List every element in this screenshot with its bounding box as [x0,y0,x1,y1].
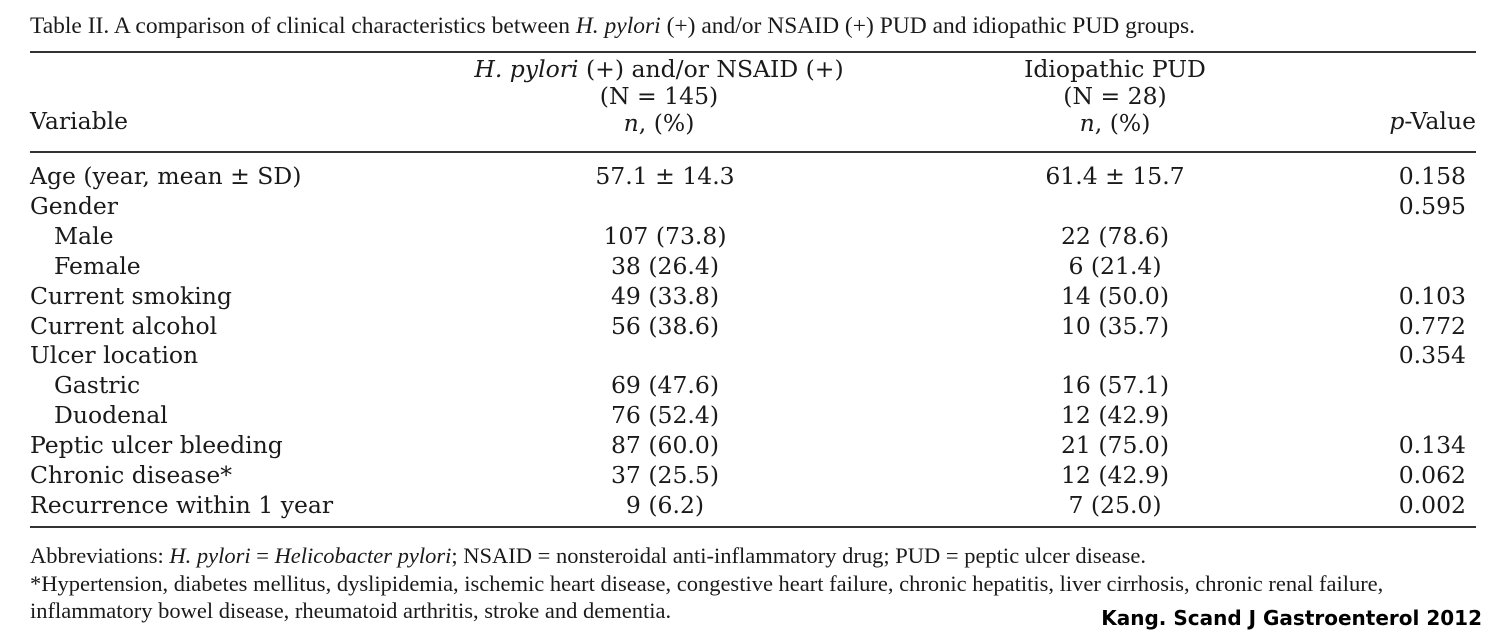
table-row: Peptic ulcer bleeding 87 (60.0) 21 (75.0) 0… [0,430,1504,460]
row-pvalue: 0.158 [1398,162,1466,190]
row-label: Ulcer location [30,341,199,370]
header-group2-unit: , (%) [1094,109,1151,137]
caption-text-end: (+) and/or NSAID (+) PUD and idiopathic … [660,13,1195,39]
table-header-rule [30,151,1476,153]
table-row: Recurrence within 1 year 9 (6.2) 7 (25.0) 0… [0,490,1504,520]
row-group2-value: 22 (78.6) [1060,221,1170,250]
row-pvalue: 0.354 [1398,341,1466,370]
row-group1-value: 107 (73.8) [603,221,727,250]
table-row: Ulcer location 0.354 [0,340,1504,370]
row-group2-value: 6 (21.4) [1068,251,1162,280]
header-pvalue-label: -Value [1404,107,1476,135]
table-row: Chronic disease* 37 (25.5) 12 (42.9) 0.062 [0,460,1504,490]
row-group1-value: 37 (25.5) [610,461,720,489]
row-group1-value: 38 (26.4) [610,251,720,280]
row-group2-value: 12 (42.9) [1060,401,1170,430]
header-group1-n: (N = 145) [599,82,719,110]
table-row: Gender 0.595 [0,191,1504,221]
row-label: Peptic ulcer bleeding [30,431,283,460]
row-label: Gastric [54,371,141,400]
header-group1: H. pylori (+) and/or NSAID (+) (N = 145)… [474,56,843,137]
row-group1-value: 9 (6.2) [625,490,705,519]
row-pvalue: 0.062 [1398,461,1466,489]
table-caption: Table II. A comparison of clinical chara… [30,13,1195,40]
table-row: Duodenal 76 (52.4) 12 (42.9) [0,400,1504,430]
row-label: Male [54,221,114,250]
row-label: Recurrence within 1 year [30,490,334,519]
row-group2-value: 21 (75.0) [1060,431,1170,460]
table-row: Male 107 (73.8) 22 (78.6) [0,221,1504,251]
row-group1-value: 87 (60.0) [610,431,720,460]
row-label: Duodenal [54,401,168,430]
citation: Kang. Scand J Gastroenterol 2012 [1101,606,1482,630]
header-group2: Idiopathic PUD (N = 28) n, (%) [1024,56,1206,137]
header-variable: Variable [30,107,129,135]
table-top-rule [30,51,1476,53]
table-row: Gastric 69 (47.6) 16 (57.1) [0,370,1504,400]
row-label: Female [54,251,141,280]
header-group2-n: (N = 28) [1063,82,1167,110]
abbr-text: Abbreviations: [30,543,170,568]
abbr-text-2: = [250,543,275,568]
header-group2-title: Idiopathic PUD [1024,55,1206,83]
row-group1-value: 69 (47.6) [610,371,720,400]
row-pvalue: 0.772 [1398,311,1466,340]
row-label: Chronic disease* [30,461,233,489]
row-label: Age (year, mean ± SD) [30,162,302,190]
header-group1-unit: , (%) [638,109,695,137]
row-group2-value: 61.4 ± 15.7 [1045,162,1185,190]
table-row: Female 38 (26.4) 6 (21.4) [0,251,1504,281]
row-pvalue: 0.134 [1398,431,1466,460]
row-label: Current alcohol [30,311,218,340]
header-group1-italic: H. pylori [474,55,579,83]
header-pvalue: p-Value [1389,108,1476,135]
abbr-text-3: ; NSAID = nonsteroidal anti-inflammatory… [451,543,1146,568]
row-group2-value: 10 (35.7) [1060,311,1170,340]
row-group2-value: 7 (25.0) [1068,490,1162,519]
caption-text: Table II. A comparison of clinical chara… [30,13,576,39]
abbreviations-note: Abbreviations: H. pylori = Helicobacter … [30,543,1146,569]
row-group1-value: 76 (52.4) [610,401,720,430]
abbr-italic-2: Helicobacter pylori [274,543,452,568]
caption-italic: H. pylori [575,13,661,39]
footnote: *Hypertension, diabetes mellitus, dyslip… [30,571,1384,623]
table-row: Age (year, mean ± SD) 57.1 ± 14.3 61.4 ± 1… [0,161,1504,191]
row-label: Current smoking [30,281,232,310]
row-pvalue: 0.103 [1398,281,1466,310]
header-pvalue-italic: p [1389,107,1405,135]
row-label: Gender [30,191,118,220]
table-row: Current smoking 49 (33.8) 14 (50.0) 0.103 [0,281,1504,311]
row-group2-value: 12 (42.9) [1060,461,1170,489]
row-group1-value: 49 (33.8) [610,281,720,310]
row-group2-value: 14 (50.0) [1060,281,1170,310]
row-group2-value: 16 (57.1) [1060,371,1170,400]
row-pvalue: 0.002 [1398,490,1466,519]
row-group1-value: 57.1 ± 14.3 [595,162,735,190]
header-group1-title: (+) and/or NSAID (+) [578,55,844,83]
table-row: Current alcohol 56 (38.6) 10 (35.7) 0.772 [0,311,1504,341]
row-group1-value: 56 (38.6) [610,311,720,340]
abbr-italic: H. pylori [169,543,251,568]
header-group2-n-italic: n [1079,109,1095,137]
table-bottom-rule [30,526,1476,528]
header-group1-n-italic: n [623,109,639,137]
row-pvalue: 0.595 [1398,191,1466,220]
